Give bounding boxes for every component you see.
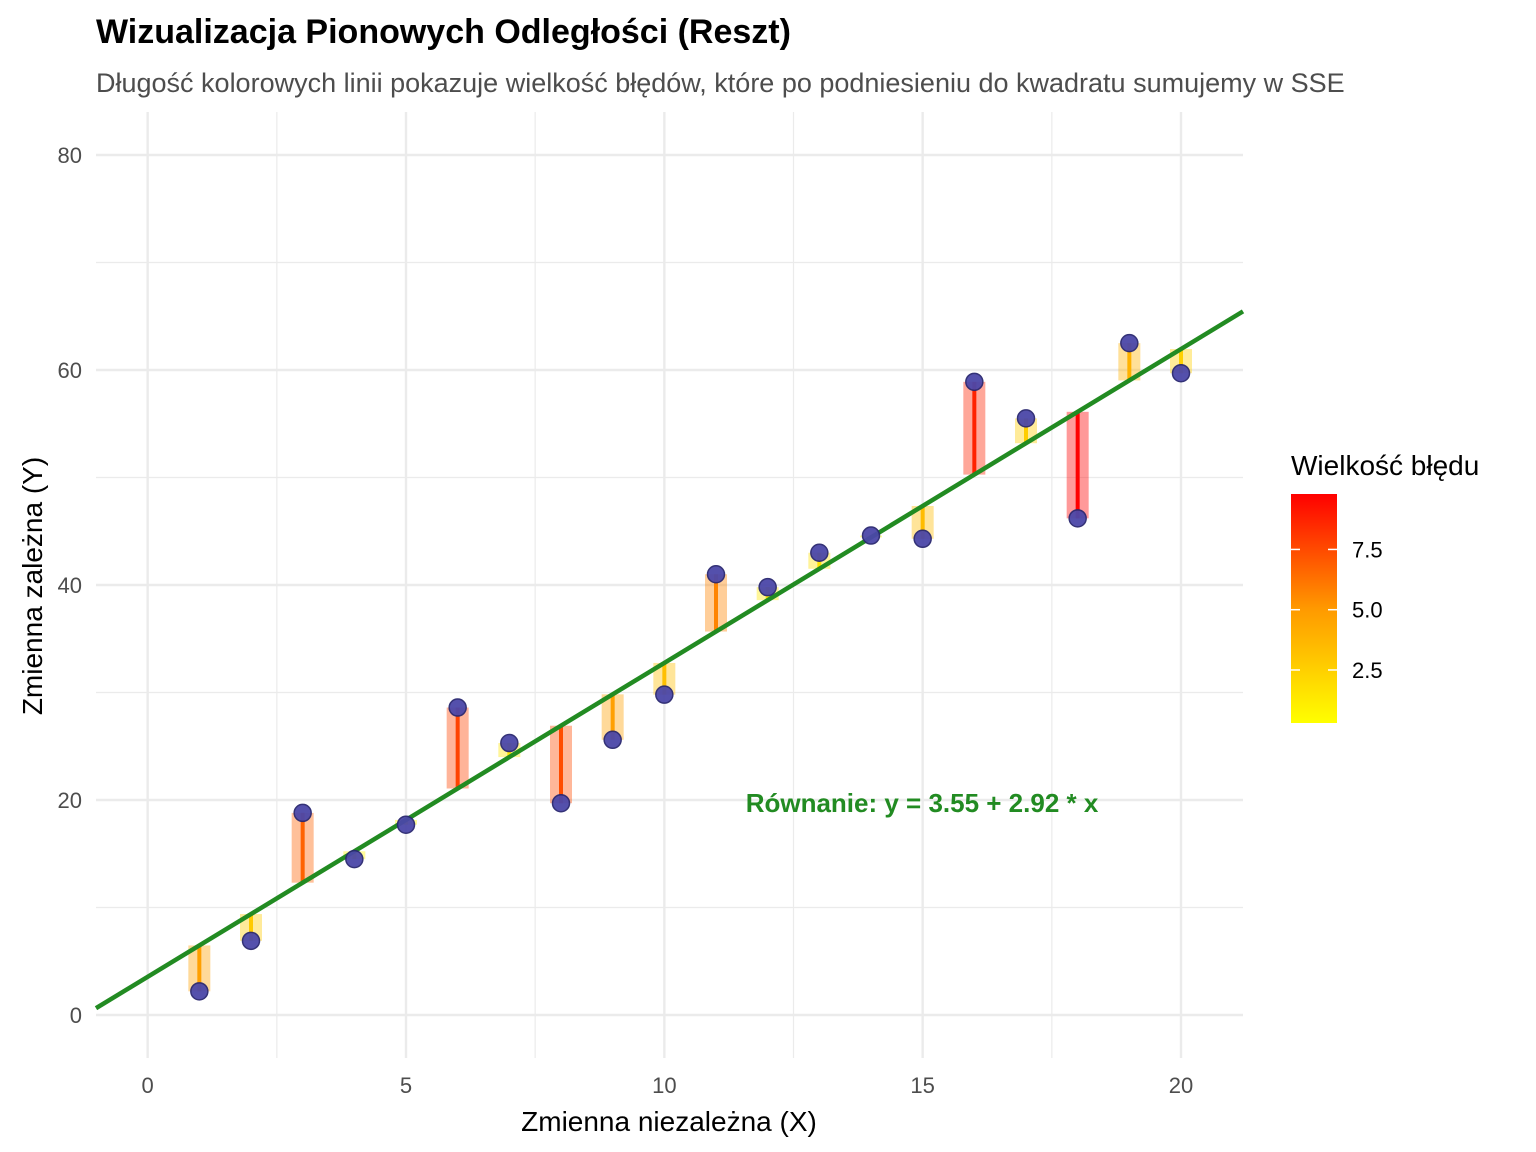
data-point [758, 577, 777, 597]
data-point [551, 793, 571, 813]
data-point [913, 529, 932, 549]
y-tick-label: 20 [58, 788, 82, 813]
data-point [396, 815, 416, 834]
data-point [706, 565, 726, 584]
data-point [500, 733, 519, 753]
data-point [603, 730, 622, 750]
legend: Wielkość błędu 7.5 5.0 2.5 [1291, 450, 1479, 723]
x-axis-title: Zmienna niezależna (X) [521, 1106, 817, 1137]
legend-ticks: 7.5 5.0 2.5 [1291, 537, 1383, 683]
data-points [190, 333, 1191, 1001]
data-point [241, 931, 261, 951]
data-point [448, 698, 467, 717]
data-point [655, 685, 674, 704]
y-tick-label: 0 [70, 1003, 82, 1028]
regression-line [94, 309, 1245, 1011]
legend-tick-label: 2.5 [1352, 658, 1383, 683]
axis-ticks: 0 5 10 15 20 0 20 40 60 80 [58, 143, 1194, 1098]
x-tick-label: 15 [910, 1073, 934, 1098]
y-axis-title: Zmienna zależna (Y) [17, 457, 48, 715]
data-point [345, 849, 364, 869]
regression-fit-line [94, 309, 1245, 1011]
data-point [810, 543, 829, 562]
x-tick-label: 10 [652, 1073, 676, 1098]
y-tick-label: 80 [58, 143, 82, 168]
data-point [1171, 363, 1191, 383]
x-tick-label: 0 [142, 1073, 154, 1098]
y-tick-label: 40 [58, 573, 82, 598]
chart-subtitle: Długość kolorowych linii pokazuje wielko… [96, 68, 1345, 98]
data-point [965, 372, 984, 392]
legend-tick-label: 7.5 [1352, 537, 1383, 562]
legend-title: Wielkość błędu [1291, 450, 1479, 481]
x-tick-label: 5 [400, 1073, 412, 1098]
data-point [861, 526, 881, 545]
legend-tick-label: 5.0 [1352, 598, 1383, 623]
chart-title: Wizualizacja Pionowych Odległości (Reszt… [96, 13, 791, 51]
grid [96, 112, 1243, 1058]
data-point [293, 803, 312, 823]
residual-lines [188, 343, 1192, 992]
data-point [1068, 509, 1087, 528]
data-point [1120, 333, 1139, 353]
data-point [1016, 409, 1036, 428]
x-tick-label: 20 [1169, 1073, 1193, 1098]
equation-annotation: Równanie: y = 3.55 + 2.92 * x [746, 788, 1099, 818]
legend-colorbar [1291, 494, 1337, 723]
y-tick-label: 60 [58, 358, 82, 383]
data-point [190, 982, 209, 1001]
